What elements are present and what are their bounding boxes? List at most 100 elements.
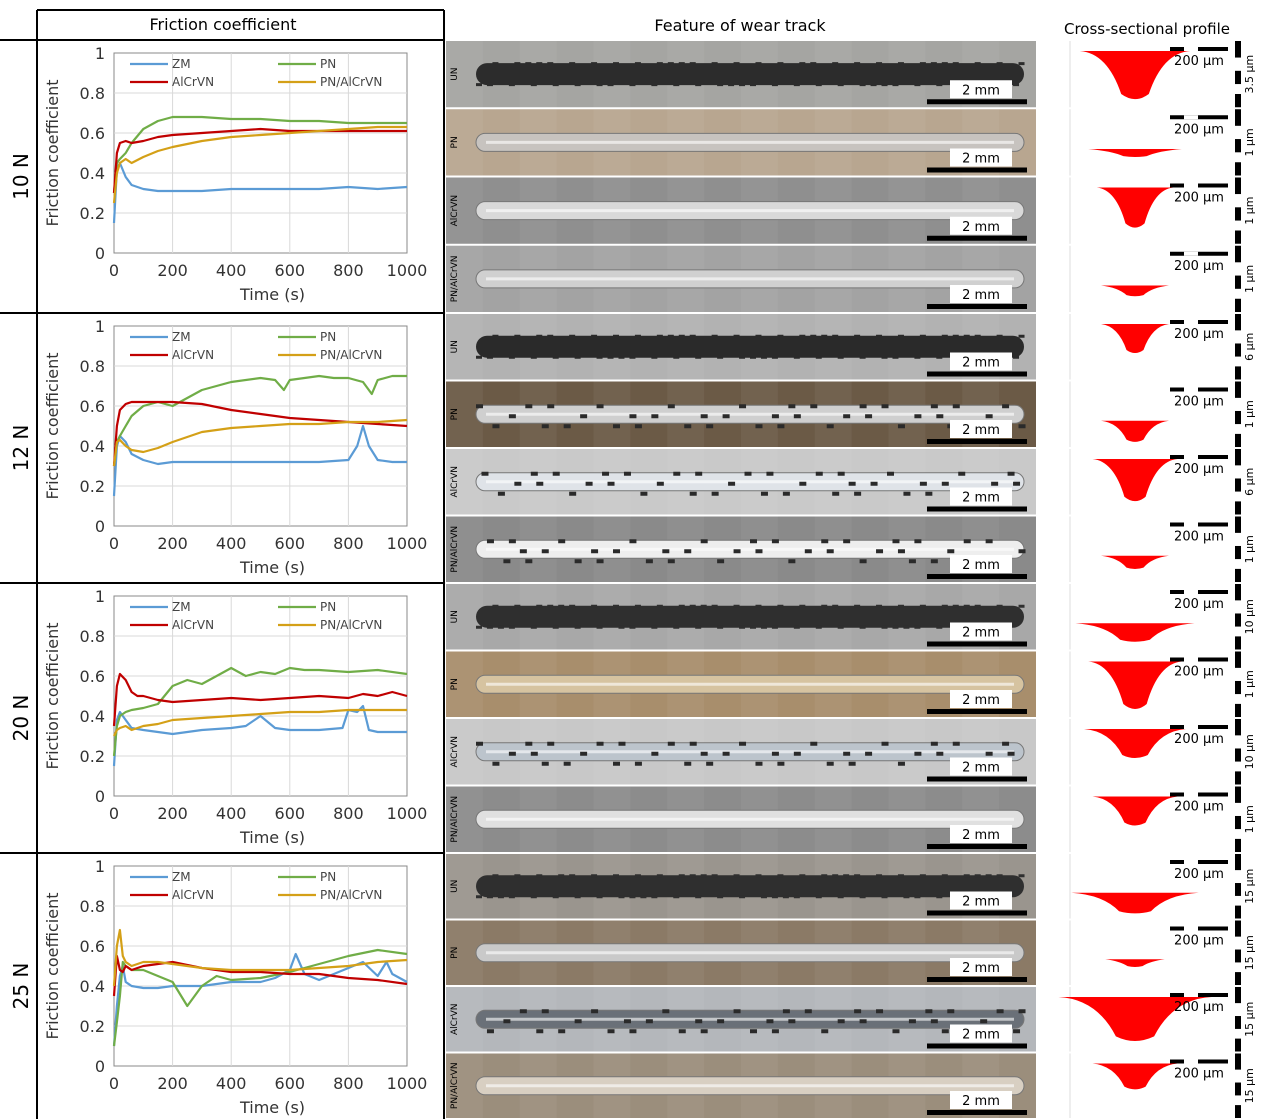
wear-debris (854, 1009, 862, 1014)
scale-bar-2mm (927, 910, 1027, 916)
scale-bar-200um (1170, 47, 1228, 51)
wear-debris (815, 83, 822, 87)
wear-debris (887, 471, 894, 476)
wear-debris (771, 895, 778, 899)
scale-box (950, 148, 1012, 167)
wear-debris (613, 874, 619, 878)
wear-debris (651, 414, 659, 419)
wear-debris (651, 83, 658, 87)
wear-debris (788, 1019, 796, 1024)
wear-debris (919, 334, 926, 338)
wear-debris (580, 751, 588, 756)
scale-box (950, 487, 1012, 506)
wear-debris (821, 334, 828, 338)
scale-200um-label: 200 µm (1174, 800, 1224, 815)
scale-bar-2mm (927, 235, 1027, 241)
wear-debris (897, 424, 905, 429)
scale-200um-label: 200 µm (1174, 732, 1224, 747)
wear-debris (695, 471, 703, 476)
profile-background (1038, 516, 1234, 582)
wear-profile-shape (1075, 623, 1195, 642)
wear-debris (733, 549, 741, 554)
depth-scale-bar (1235, 449, 1241, 515)
depth-scale-gap (1235, 802, 1241, 816)
wear-debris (596, 83, 603, 87)
wear-debris (733, 874, 740, 878)
wear-debris (903, 895, 910, 899)
series-line-pn (112, 115, 407, 194)
scale-bar-200um-gap (1184, 320, 1198, 324)
wear-debris (733, 604, 740, 608)
scale-200um-label: 200 µm (1174, 1000, 1224, 1015)
wear-debris (613, 604, 619, 608)
scale-bar-200um (1170, 251, 1228, 256)
wear-debris (952, 62, 959, 66)
sample-label: PN (450, 408, 460, 420)
wear-debris (859, 355, 866, 359)
wear-debris (667, 334, 674, 338)
wear-debris (536, 874, 543, 878)
wear-profile-shape (1079, 51, 1191, 100)
wear-debris (771, 625, 778, 629)
wear-debris (755, 761, 763, 766)
wear-debris (766, 1019, 774, 1024)
wear-debris (574, 895, 581, 899)
scale-200um-label: 200 µm (1174, 327, 1224, 342)
wear-debris (832, 491, 840, 496)
wear-debris (739, 355, 746, 359)
depth-scale-gap (1235, 57, 1241, 71)
depth-scale-gap (1235, 465, 1241, 479)
wear-debris (892, 625, 899, 629)
wear-debris (1018, 62, 1025, 66)
scale-box (950, 285, 1012, 303)
wear-debris (728, 481, 736, 486)
wear-debris (623, 471, 631, 476)
wear-debris (941, 481, 949, 486)
wear-debris (996, 874, 1003, 878)
wear-debris (618, 625, 625, 629)
wear-debris (859, 559, 867, 564)
wear-debris (580, 414, 588, 419)
wear-debris (788, 404, 796, 409)
x-axis-label: Time (s) (239, 285, 305, 304)
profile-panel: 200 µm 1 µm (1038, 109, 1256, 176)
wear-debris (634, 761, 642, 766)
wear-debris (700, 1029, 708, 1034)
scale-box (950, 690, 1012, 708)
depth-scale-label: 1 µm (1243, 265, 1256, 293)
depth-scale-bar (1235, 41, 1241, 108)
wear-debris (914, 895, 921, 899)
wear-debris (958, 471, 966, 476)
wear-debris (821, 874, 828, 878)
wear-debris (558, 604, 565, 608)
wear-debris (1013, 83, 1020, 87)
wear-debris (865, 751, 873, 756)
wear-debris (991, 481, 999, 486)
profile-panel: 200 µm 3.5 µm (1038, 41, 1256, 108)
series-line-pn (112, 948, 408, 1047)
depth-scale-gap (1235, 870, 1241, 884)
wear-debris (640, 895, 647, 899)
wear-debris (897, 604, 904, 608)
wear-debris (492, 334, 499, 338)
wear-debris (733, 334, 740, 338)
scale-bar-2mm (927, 574, 1027, 579)
wear-debris (689, 62, 696, 66)
wear-debris (717, 1019, 725, 1024)
wear-debris (607, 1029, 615, 1034)
wear-debris (936, 895, 943, 899)
depth-scale-bar (1235, 651, 1241, 717)
wear-debris (536, 62, 543, 66)
wear-debris (717, 895, 724, 899)
series-line-alcrvn (112, 400, 408, 467)
row-0: 10 N 0 0.2 0.4 0.6 0.8 1 0 200 400 600 800 1000 Time … (9, 41, 1256, 312)
wear-profile-shape (1088, 661, 1182, 709)
wear-debris (689, 604, 696, 608)
wear-debris (717, 83, 724, 87)
y-tick-label: 0.6 (80, 667, 105, 686)
x-tick-label: 800 (333, 1074, 364, 1093)
wear-debris (815, 895, 822, 899)
scale-bar-200um (1170, 387, 1228, 392)
wear-debris (897, 62, 904, 66)
scale-2mm-label: 2 mm (962, 693, 1000, 708)
